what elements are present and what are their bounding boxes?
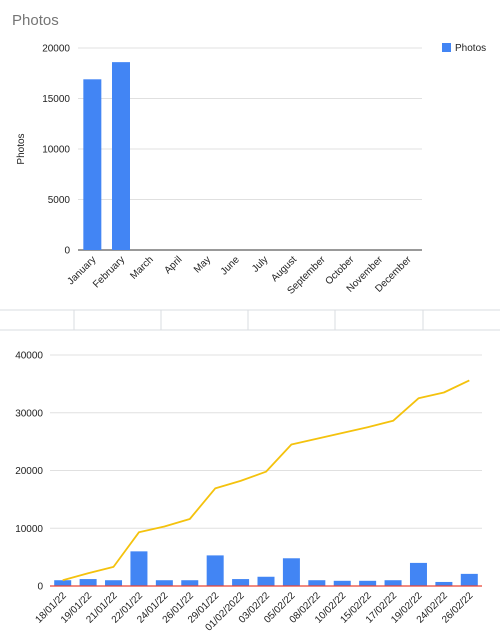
y-tick-label: 5000 — [48, 195, 71, 206]
bar — [308, 580, 326, 586]
x-tick-label: May — [192, 254, 213, 275]
bar — [206, 555, 224, 586]
bar — [181, 580, 199, 586]
y-tick-label: 10000 — [15, 524, 43, 535]
bar — [333, 580, 351, 586]
bar — [54, 580, 72, 586]
monthly-photos-chart: 05000100001500020000PhotosJanuaryFebruar… — [16, 43, 486, 297]
bar — [112, 62, 130, 250]
bar — [105, 580, 123, 586]
y-tick-label: 0 — [37, 582, 43, 593]
y-tick-label: 0 — [64, 246, 70, 257]
chart-title: Photos — [12, 12, 59, 29]
y-tick-label: 40000 — [15, 351, 43, 362]
daily-photos-chart: 01000020000300004000018/01/2219/01/2221/… — [15, 351, 482, 634]
bar — [232, 579, 250, 586]
y-tick-label: 30000 — [15, 408, 43, 419]
bar — [435, 581, 453, 586]
x-tick-label: June — [219, 254, 242, 277]
bar — [79, 579, 97, 586]
x-tick-label: April — [163, 254, 185, 276]
bar — [384, 580, 402, 586]
legend-swatch — [442, 43, 451, 52]
cumulative-line — [62, 379, 470, 582]
sheet-grid-strip — [0, 309, 500, 331]
x-tick-label: March — [128, 254, 155, 281]
legend-label: Photos — [455, 43, 486, 54]
y-tick-label: 10000 — [42, 145, 70, 156]
bar — [409, 562, 427, 586]
y-tick-label: 20000 — [15, 466, 43, 477]
x-tick-label: July — [250, 254, 270, 274]
bar — [83, 79, 102, 250]
y-axis-label: Photos — [16, 133, 27, 164]
bar — [155, 580, 173, 586]
bar — [282, 558, 300, 586]
x-tick-label: February — [91, 254, 127, 290]
y-tick-label: 20000 — [42, 44, 70, 55]
y-tick-label: 15000 — [42, 94, 70, 105]
bar — [130, 551, 148, 586]
bar — [257, 576, 275, 586]
bar — [460, 573, 478, 586]
bar — [359, 580, 377, 586]
